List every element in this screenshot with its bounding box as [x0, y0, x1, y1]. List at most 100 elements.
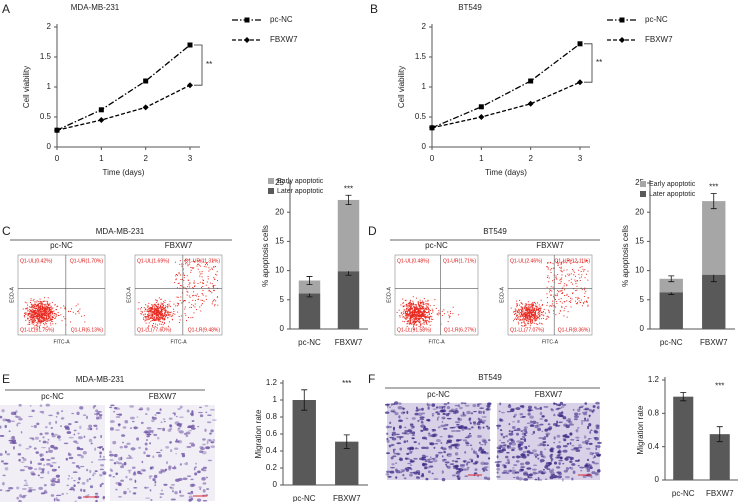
cell [481, 416, 487, 418]
flow-event [43, 317, 45, 319]
flow-event [27, 307, 29, 309]
flow-event [38, 317, 40, 319]
flow-event [525, 317, 527, 319]
flow-event [534, 314, 536, 316]
flow-event [563, 301, 565, 303]
flow-event [583, 296, 585, 298]
flow-event [154, 312, 156, 314]
cell [45, 403, 51, 407]
cell [117, 462, 123, 465]
flow-event [411, 311, 413, 313]
flow-event [535, 304, 537, 306]
cell [570, 448, 576, 451]
cell [102, 472, 107, 475]
cell [99, 455, 102, 458]
flow-event [570, 278, 572, 280]
flow-event [533, 310, 535, 312]
flow-event [515, 310, 517, 312]
flow-event [33, 316, 35, 318]
flow-event [24, 301, 26, 303]
flow-event [52, 313, 54, 315]
flow-event [428, 321, 430, 323]
flow-event [404, 317, 406, 319]
cell [443, 459, 447, 461]
cell [25, 447, 30, 450]
flow-event [41, 306, 43, 308]
cell [133, 426, 139, 429]
cell [115, 460, 119, 463]
cell [55, 496, 58, 501]
cell [61, 410, 64, 412]
flow-event [524, 309, 526, 311]
flow-event [423, 309, 425, 311]
flow-event [530, 312, 532, 314]
cell [427, 406, 430, 410]
cell [123, 445, 128, 449]
flow-event [31, 314, 33, 316]
flow-event [401, 314, 403, 316]
flow-event [43, 311, 45, 313]
flow-event [414, 323, 416, 325]
cell [575, 449, 581, 452]
flow-event [158, 319, 160, 321]
flow-event [26, 302, 28, 304]
flow-event [564, 301, 566, 303]
cell [563, 469, 568, 473]
cell [109, 450, 112, 454]
flow-event [35, 312, 37, 314]
flow-event [576, 280, 578, 282]
flow-event [554, 299, 556, 301]
cell [534, 424, 539, 429]
flow-event [165, 314, 167, 316]
flow-event [205, 295, 207, 297]
cell [405, 417, 409, 420]
flow-event [414, 310, 416, 312]
flow-event [190, 267, 192, 269]
cell [63, 442, 69, 445]
flow-event [539, 308, 541, 310]
flow-event [439, 313, 441, 315]
cell [190, 413, 194, 417]
flow-event [537, 323, 539, 325]
cell [569, 432, 573, 436]
flow-event [516, 314, 518, 316]
flow-event [416, 316, 418, 318]
flow-event [423, 319, 425, 321]
flow-event [64, 308, 66, 310]
flow-event [524, 306, 526, 308]
flow-event [61, 320, 63, 322]
flow-event [33, 327, 35, 329]
cell [42, 436, 45, 439]
flow-event [50, 318, 52, 320]
flow-event [520, 319, 522, 321]
flow-event [417, 314, 419, 316]
cell [540, 461, 543, 463]
cell [444, 423, 448, 427]
flow-event [147, 306, 149, 308]
flow-event [526, 312, 528, 314]
flow-event [44, 304, 46, 306]
flow-event [197, 298, 199, 300]
cell [154, 480, 157, 484]
flow-event [151, 307, 153, 309]
flow-event [570, 297, 572, 299]
micrograph [384, 401, 492, 482]
cell [558, 421, 563, 423]
flow-event [41, 313, 43, 315]
marker [528, 78, 534, 84]
flow-event [527, 322, 529, 324]
cell [3, 462, 9, 465]
flow-event [213, 290, 215, 292]
flow-event [404, 315, 406, 317]
cell [61, 492, 65, 496]
flow-event [215, 273, 217, 275]
cell [71, 462, 76, 464]
flow-event [160, 302, 162, 304]
flow-event [150, 312, 152, 314]
x-tick-label: 2 [143, 154, 148, 163]
flow-event [157, 300, 159, 302]
cell [470, 459, 474, 463]
flow-event [411, 304, 413, 306]
flow-event [427, 317, 429, 319]
flow-event [539, 314, 541, 316]
